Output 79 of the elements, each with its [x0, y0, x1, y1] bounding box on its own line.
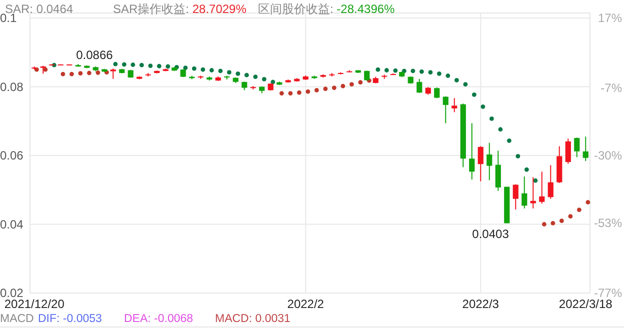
point [384, 68, 389, 72]
point [559, 218, 564, 224]
point [288, 91, 293, 96]
point [358, 80, 363, 84]
point [156, 64, 162, 68]
point [376, 67, 380, 72]
point [480, 104, 486, 109]
point [86, 70, 92, 76]
point [446, 74, 450, 78]
point [576, 208, 582, 212]
point [332, 86, 336, 90]
point [236, 71, 240, 76]
y-tick-label: 0.04 [0, 217, 24, 232]
y2-tick-label: 17% [598, 11, 622, 25]
text: 区间股价收益: [258, 2, 334, 16]
y2-tick-label: -77% [594, 286, 622, 300]
point [253, 74, 258, 79]
point [122, 62, 126, 67]
point [218, 68, 223, 74]
point [314, 88, 319, 92]
y-tick-label: 0.02 [0, 286, 24, 300]
text: SAR操作收益: [113, 2, 190, 16]
y-tick-label: 0.06 [0, 148, 24, 162]
x-tick-label: 2021/12/20 [4, 297, 65, 311]
point [192, 66, 196, 71]
point [410, 68, 416, 74]
point [524, 167, 529, 172]
text: -28.4396% [336, 2, 396, 16]
point [542, 222, 546, 226]
text: DEA: -0.0068 [124, 313, 194, 325]
x-tick-label: 2022/3 [462, 297, 500, 311]
y2-tick-label: -7% [600, 81, 622, 96]
point [96, 70, 100, 75]
point [516, 154, 520, 158]
point [113, 62, 118, 66]
point [296, 90, 302, 95]
point [130, 62, 136, 67]
text: 28.7029% [192, 2, 247, 16]
text: 0.0403 [472, 227, 509, 242]
point [340, 84, 346, 88]
point [349, 82, 354, 87]
point [454, 78, 459, 82]
point [463, 82, 468, 87]
point [306, 89, 310, 94]
point [139, 62, 144, 68]
point [498, 127, 503, 132]
point [472, 92, 476, 97]
text: DIF: -0.0053 [38, 313, 102, 325]
point [60, 72, 66, 76]
point [69, 72, 74, 76]
y2-tick-label: -53% [594, 216, 622, 230]
point [506, 138, 512, 143]
point [419, 69, 424, 74]
point [78, 71, 83, 76]
point [148, 64, 153, 68]
point [533, 178, 538, 183]
x-tick-label: 2022/3/18 [558, 297, 613, 311]
point [200, 67, 206, 72]
point [279, 91, 284, 96]
point [209, 68, 214, 72]
point [550, 221, 556, 226]
text: 0.0866 [76, 48, 113, 62]
y-tick-label: 0.08 [0, 80, 24, 94]
point [586, 200, 590, 204]
point [568, 214, 573, 219]
point [183, 66, 188, 70]
point [393, 68, 398, 73]
point [489, 116, 494, 121]
text: MACD: 0.0031 [215, 313, 290, 325]
point [226, 70, 232, 75]
y2-tick-label: -30% [594, 148, 622, 162]
point [244, 72, 249, 78]
point [428, 70, 433, 75]
point [436, 71, 442, 76]
point [262, 76, 266, 82]
x-tick-label: 2022/2 [287, 297, 324, 311]
point [323, 86, 328, 92]
text: MACD [0, 313, 34, 325]
point [166, 64, 170, 69]
